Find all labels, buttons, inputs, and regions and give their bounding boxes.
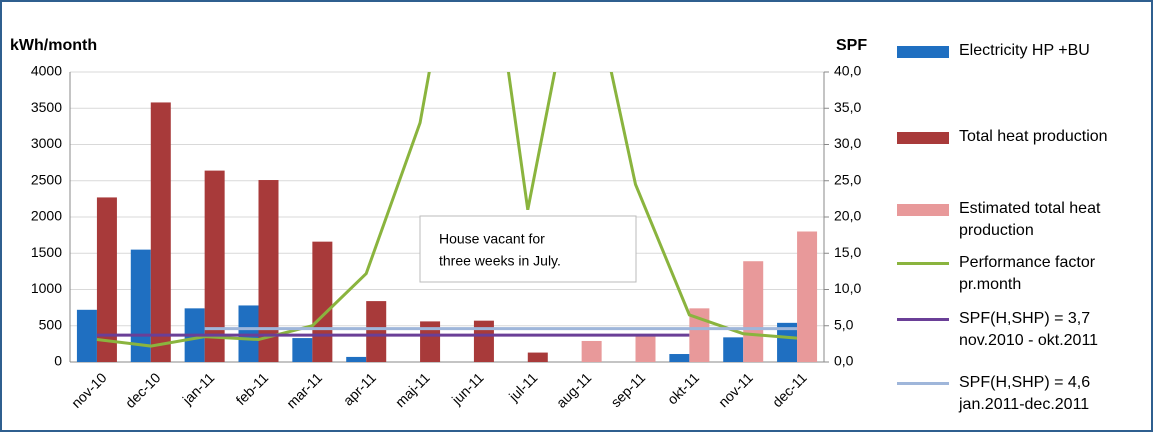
legend-label: SPF(H,SHP) = 4,6 jan.2011-dec.2011 [959, 374, 1091, 413]
x-tick-label: mar-11 [283, 369, 325, 411]
y2-tick-label: 15,0 [834, 244, 861, 260]
bar [777, 322, 798, 362]
bar [581, 340, 602, 362]
chart: kWh/month SPF 0 500 1000 1500 2000 2500 3000 35… [10, 37, 867, 411]
x-tick-label: maj-11 [392, 369, 433, 410]
x-tick-label: apr-11 [340, 369, 379, 408]
x-tick-label: nov-11 [715, 369, 756, 410]
annotation: three weeks in July. [439, 253, 561, 269]
legend-swatch [897, 204, 949, 216]
y2-tick-label: 35,0 [834, 99, 861, 115]
bar [292, 338, 313, 362]
annotation-box [419, 215, 637, 283]
y-tick-label: 3000 [31, 135, 62, 151]
y-tick-label: 2500 [31, 171, 62, 187]
bar [669, 354, 690, 362]
bar [797, 231, 818, 362]
legend-swatch [897, 132, 949, 144]
bar [420, 321, 441, 362]
bar [366, 301, 387, 362]
y-tick-label: 4000 [31, 63, 62, 79]
x-tick-label: nov-10 [68, 369, 110, 411]
bar [473, 320, 494, 362]
legend-swatch [897, 382, 949, 385]
line [96, 72, 798, 348]
y2-tick-label: 0,0 [834, 353, 854, 369]
y2-tick-label: 25,0 [834, 171, 861, 187]
bar [689, 308, 710, 362]
bar [723, 337, 744, 362]
legend-swatch [897, 46, 949, 58]
annotation: House vacant for [439, 231, 545, 247]
y2-tick-label: 40,0 [834, 63, 861, 79]
bar [258, 180, 279, 362]
x-tick-label: okt-11 [664, 369, 702, 407]
legend-label: Estimated total heat production [959, 200, 1101, 239]
legend-label: SPF(H,SHP) = 3,7 nov.2010 - okt.2011 [959, 310, 1099, 349]
x-tick-label: jun-11 [448, 369, 487, 408]
bar [204, 170, 225, 362]
x-tick-label: dec-11 [769, 369, 810, 410]
bar [96, 197, 117, 362]
x-tick-label: aug-11 [553, 369, 595, 411]
y-tick-label: 1500 [31, 244, 62, 260]
legend-label: Total heat production [959, 128, 1108, 145]
bar [527, 352, 548, 362]
bar [312, 241, 333, 362]
legend-swatch [897, 262, 949, 265]
bar [76, 309, 97, 362]
x-tick-label: jul-11 [505, 369, 541, 405]
y-tick-label: 1000 [31, 280, 62, 296]
y2-axis-title: SPF [836, 37, 867, 54]
bar [150, 102, 171, 362]
x-tick-label: sep-11 [607, 369, 648, 410]
y-tick-label: 500 [39, 316, 63, 332]
x-tick-label: dec-10 [122, 369, 164, 411]
y2-tick-label: 10,0 [834, 280, 861, 296]
x-tick-label: jan-11 [179, 369, 218, 408]
y2-tick-label: 30,0 [834, 135, 861, 151]
bar [743, 261, 764, 362]
bar [635, 335, 656, 362]
legend-swatch [897, 318, 949, 321]
x-tick-label: feb-11 [233, 369, 272, 408]
y-tick-label: 2000 [31, 208, 62, 224]
legend-label: Performance factor pr.month [959, 254, 1096, 293]
legend-label: Electricity HP +BU [959, 42, 1090, 59]
y-axis-title: kWh/month [10, 37, 97, 54]
y-tick-label: 0 [54, 353, 62, 369]
y2-tick-label: 20,0 [834, 208, 861, 224]
bar [346, 356, 367, 362]
y2-tick-label: 5,0 [834, 316, 854, 332]
y-tick-label: 3500 [31, 99, 62, 115]
